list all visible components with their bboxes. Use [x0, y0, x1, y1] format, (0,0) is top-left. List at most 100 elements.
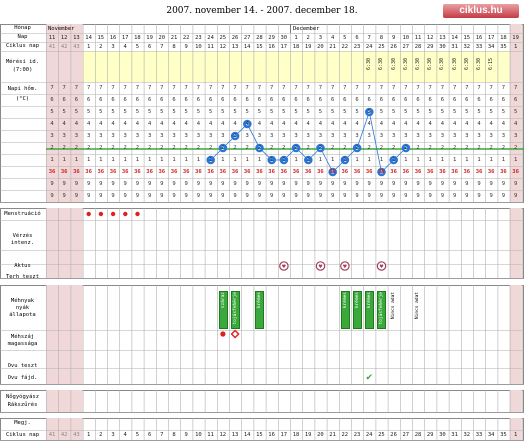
cycle-day-number-bottom: 22: [341, 432, 349, 438]
day-number: 18: [134, 35, 141, 41]
temp-scale-digit: 5: [282, 109, 286, 115]
temp-scale-digit: 1: [111, 157, 115, 163]
temp-scale-digit: 1: [245, 157, 249, 163]
temp-scale-digit: 3: [111, 133, 115, 139]
temp-scale-digit: 9: [160, 181, 164, 187]
temp-scale-digit: 4: [513, 121, 518, 127]
temp-scale-digit: 5: [391, 109, 396, 115]
temp-scale-digit: 4: [318, 121, 323, 127]
temperature-point: [291, 143, 301, 153]
day-number: 8: [379, 35, 384, 41]
mucus-text: krémes: [355, 292, 360, 309]
intercourse-icon-label: ♥: [379, 264, 384, 270]
cycle-day-number: 12: [219, 44, 227, 50]
temp-scale-digit: 9: [428, 193, 432, 199]
temp-scale-digit: 2: [99, 145, 103, 151]
site-logo[interactable]: ciklus.hu: [443, 4, 519, 18]
temp-scale-digit: 4: [123, 121, 127, 127]
temp-scale-digit: 7: [74, 85, 79, 91]
temp-scale-digit: 36: [207, 169, 214, 175]
cycle-day-number: 15: [256, 44, 263, 50]
cycle-day-number-bottom: 14: [243, 432, 251, 438]
temp-scale-digit: 6: [208, 97, 213, 103]
cycle-day-number: 28: [414, 44, 422, 50]
temp-scale-digit: 3: [452, 133, 457, 139]
temp-scale-digit: 2: [147, 145, 152, 151]
temp-scale-digit: 9: [282, 193, 286, 199]
temp-scale-digit: 36: [426, 169, 434, 175]
temp-scale-digit: 6: [416, 97, 420, 103]
temp-scale-digit: 3: [172, 133, 176, 139]
temp-scale-digit: 5: [172, 109, 176, 115]
cycle-day-number-bottom: 43: [73, 432, 80, 438]
temp-scale-digit: 2: [465, 145, 469, 151]
temp-scale-digit: 4: [452, 121, 457, 127]
temp-scale-digit: 36: [390, 169, 397, 175]
day-number: 4: [330, 35, 335, 41]
temp-scale-digit: 2: [440, 145, 445, 151]
temp-scale-digit: 9: [74, 193, 79, 199]
temp-scale-digit: 6: [306, 97, 310, 103]
temp-scale-digit: 36: [353, 169, 361, 175]
temp-scale-digit: 6: [99, 97, 103, 103]
temp-scale-digit: 7: [233, 85, 237, 91]
day-number: 7: [367, 35, 371, 41]
mucus-text: Nincs adat: [415, 292, 420, 320]
temp-scale-digit: 6: [257, 97, 262, 103]
cycle-day-number: 34: [487, 44, 495, 50]
label-month: Hónap: [14, 25, 31, 31]
temp-scale-digit: 1: [269, 157, 274, 163]
temp-scale-digit: 9: [416, 193, 420, 199]
temperature-point: [365, 107, 374, 117]
cycle-day-number: 41: [48, 44, 56, 50]
temp-scale-digit: 4: [416, 121, 420, 127]
temp-scale-digit: 1: [306, 157, 310, 163]
cycle-day-number: 21: [329, 44, 336, 50]
temp-scale-digit: 7: [513, 85, 518, 91]
label-cervix-height: magassága: [7, 341, 38, 347]
cycle-day-number: 32: [463, 44, 471, 50]
temp-scale-digit: 9: [404, 181, 408, 187]
temperature-point-label: 4: [246, 122, 250, 128]
cycle-day-number: 26: [390, 44, 397, 50]
temp-scale-digit: 5: [257, 109, 262, 115]
label-pregnancy-test: Terh teszt: [5, 274, 40, 280]
temp-scale-digit: 7: [245, 85, 249, 91]
temp-scale-digit: 4: [196, 121, 201, 127]
temp-scale-digit: 1: [513, 157, 518, 163]
cycle-day-number: 29: [426, 44, 434, 50]
temp-scale-digit: 5: [477, 109, 481, 115]
temp-scale-digit: 9: [318, 181, 323, 187]
month-december: December: [293, 26, 320, 32]
cycle-day-number-bottom: 34: [487, 432, 495, 438]
temp-scale-digit: 9: [513, 181, 518, 187]
temp-scale-digit: 2: [404, 145, 408, 151]
temp-scale-digit: 4: [306, 121, 310, 127]
temp-scale-digit: 3: [489, 133, 493, 139]
label-menstruation: Menstruáció: [4, 211, 41, 217]
measure-time: 6:30: [378, 58, 385, 71]
temperature-point: [340, 155, 350, 165]
temp-scale-digit: 7: [196, 85, 201, 91]
temp-scale-digit: 36: [231, 169, 239, 175]
temp-scale-digit: 4: [221, 121, 225, 127]
temp-scale-digit: 9: [501, 181, 506, 187]
temp-scale-digit: 36: [292, 169, 300, 175]
temp-scale-digit: 5: [245, 109, 249, 115]
cycle-day-number: 10: [195, 44, 202, 50]
menstruation-dot: [135, 211, 140, 217]
next-cycle-shade: [509, 285, 522, 384]
temp-scale-digit: 2: [196, 145, 201, 151]
label-measure-time-hour: (7:00): [12, 67, 33, 73]
temp-scale-digit: 1: [184, 157, 188, 163]
temp-scale-digit: 2: [172, 145, 176, 151]
temperature-point: [401, 143, 411, 153]
temp-scale-digit: 9: [172, 193, 176, 199]
temp-scale-digit: 7: [428, 85, 432, 91]
temp-scale-digit: 1: [330, 157, 335, 163]
mucus-marker: krémes: [353, 291, 362, 329]
temp-scale-digit: 36: [243, 169, 251, 175]
temp-scale-digit: 3: [160, 133, 164, 139]
temp-scale-digit: 5: [184, 109, 188, 115]
temperature-point-label: 2: [258, 146, 261, 152]
